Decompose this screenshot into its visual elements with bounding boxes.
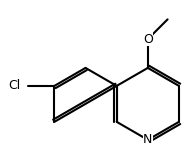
Text: O: O	[143, 33, 153, 46]
Text: N: N	[143, 133, 152, 146]
Text: Cl: Cl	[9, 79, 21, 92]
